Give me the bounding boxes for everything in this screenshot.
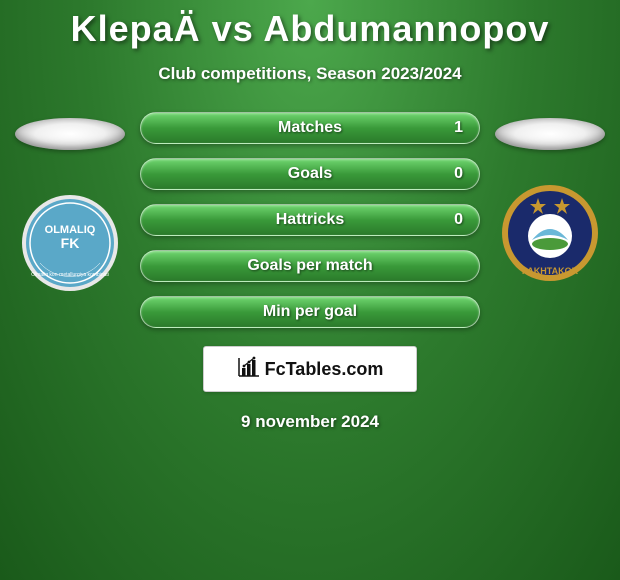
- stats-column: Matches 1 Goals 0 Hattricks 0 Goals per …: [134, 112, 486, 328]
- stat-bar-min-per-goal: Min per goal: [140, 296, 480, 328]
- stat-label: Matches: [278, 119, 342, 137]
- svg-text:FK: FK: [61, 235, 80, 251]
- stat-label: Goals per match: [247, 257, 372, 275]
- brand-chart-icon: [237, 356, 261, 383]
- left-team-crest: OLMALIQ FK Olmaliq kon-metallurgiya komb…: [20, 178, 120, 298]
- stat-label: Goals: [288, 165, 332, 183]
- right-player-placeholder: [495, 118, 605, 150]
- right-side: PAKHTAKOR: [486, 112, 614, 298]
- stat-value: 0: [454, 165, 463, 183]
- stat-label: Hattricks: [276, 211, 344, 229]
- stat-bar-goals-per-match: Goals per match: [140, 250, 480, 282]
- right-team-crest: PAKHTAKOR: [500, 178, 600, 298]
- stat-bar-goals: Goals 0: [140, 158, 480, 190]
- stat-label: Min per goal: [263, 303, 357, 321]
- brand-text: FcTables.com: [265, 359, 384, 380]
- page-subtitle: Club competitions, Season 2023/2024: [0, 64, 620, 84]
- stat-value: 1: [454, 119, 463, 137]
- left-player-placeholder: [15, 118, 125, 150]
- brand-box[interactable]: FcTables.com: [203, 346, 417, 392]
- page-title: KlepaÄ vs Abdumannopov: [0, 0, 620, 50]
- svg-text:Olmaliq kon-metallurgiya kombi: Olmaliq kon-metallurgiya kombinati: [31, 272, 109, 278]
- stat-bar-matches: Matches 1: [140, 112, 480, 144]
- svg-text:PAKHTAKOR: PAKHTAKOR: [522, 266, 579, 276]
- left-side: OLMALIQ FK Olmaliq kon-metallurgiya komb…: [6, 112, 134, 298]
- stat-bar-hattricks: Hattricks 0: [140, 204, 480, 236]
- date-line: 9 november 2024: [0, 412, 620, 432]
- stat-value: 0: [454, 211, 463, 229]
- content-row: OLMALIQ FK Olmaliq kon-metallurgiya komb…: [0, 112, 620, 328]
